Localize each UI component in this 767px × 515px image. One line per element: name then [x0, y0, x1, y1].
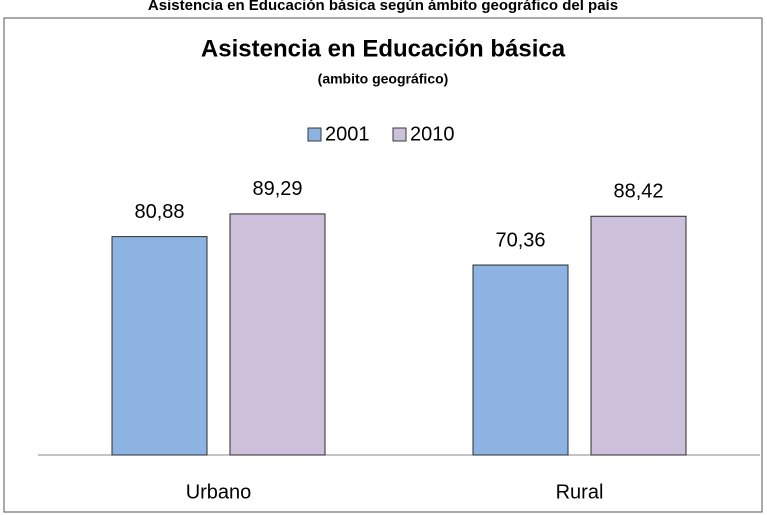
legend-label: 2010 — [410, 123, 455, 145]
data-label: 88,42 — [613, 181, 663, 203]
chart-title: Asistencia en Educación básica — [201, 35, 566, 62]
bar — [590, 215, 687, 456]
legend-label: 2001 — [325, 123, 370, 145]
x-tick-label: Urbano — [186, 481, 252, 503]
page-header: Asistencia en Educación básica según ámb… — [148, 0, 618, 14]
chart-subtitle: (ambito geográfico) — [318, 71, 449, 87]
data-label: 80,88 — [134, 201, 184, 223]
x-tick-label: Rural — [556, 481, 604, 503]
bar — [472, 264, 569, 456]
data-label: 89,29 — [252, 178, 302, 200]
data-label: 70,36 — [495, 229, 545, 251]
bar — [229, 213, 326, 456]
legend-swatch — [307, 127, 322, 142]
legend-swatch — [392, 127, 407, 142]
bar — [111, 236, 208, 456]
